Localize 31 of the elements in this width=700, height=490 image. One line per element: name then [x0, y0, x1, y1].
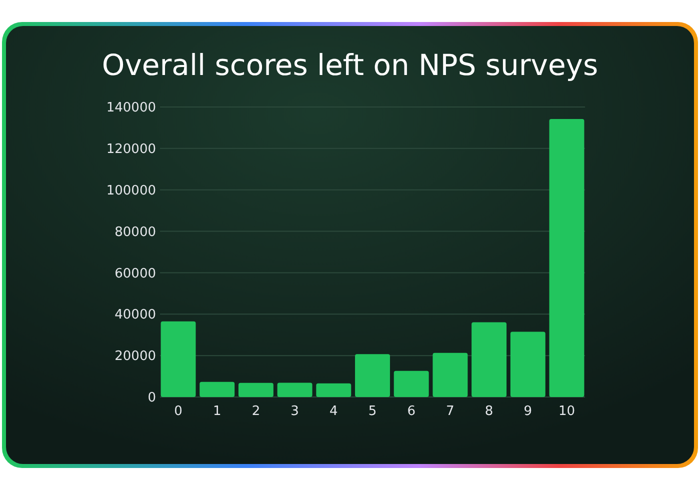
bar: [277, 382, 312, 397]
x-tick-label: 8: [484, 404, 494, 419]
x-tick-label: 2: [252, 404, 260, 419]
bar: [432, 352, 468, 397]
x-tick-label: 3: [290, 404, 299, 419]
bar: [510, 332, 546, 397]
x-tick-label: 0: [174, 404, 182, 419]
y-tick-label: 140000: [106, 100, 156, 116]
bar: [316, 383, 352, 397]
bar: [200, 382, 235, 397]
bar: [355, 354, 390, 397]
y-tick-label: 20000: [114, 349, 156, 364]
bar: [549, 119, 584, 397]
y-tick-label: 40000: [114, 308, 156, 323]
bar: [472, 322, 507, 397]
chart-title: Overall scores left on NPS surveys: [102, 48, 598, 82]
x-tick-label: 7: [446, 404, 454, 419]
x-tick-label: 1: [212, 404, 222, 419]
y-tick-label: 60000: [114, 266, 156, 282]
x-tick-label: 10: [558, 404, 576, 419]
x-tick-label: 6: [407, 404, 416, 419]
bar: [394, 370, 429, 397]
y-tick-label: 0: [148, 390, 156, 406]
y-tick-label: 100000: [106, 183, 156, 198]
x-tick-label: 5: [368, 404, 377, 419]
y-tick-label: 80000: [114, 224, 156, 240]
x-tick-label: 9: [524, 404, 532, 419]
x-tick-label: 4: [330, 404, 338, 419]
bar: [238, 382, 274, 397]
bar: [160, 321, 196, 397]
y-tick-label: 120000: [106, 142, 156, 157]
